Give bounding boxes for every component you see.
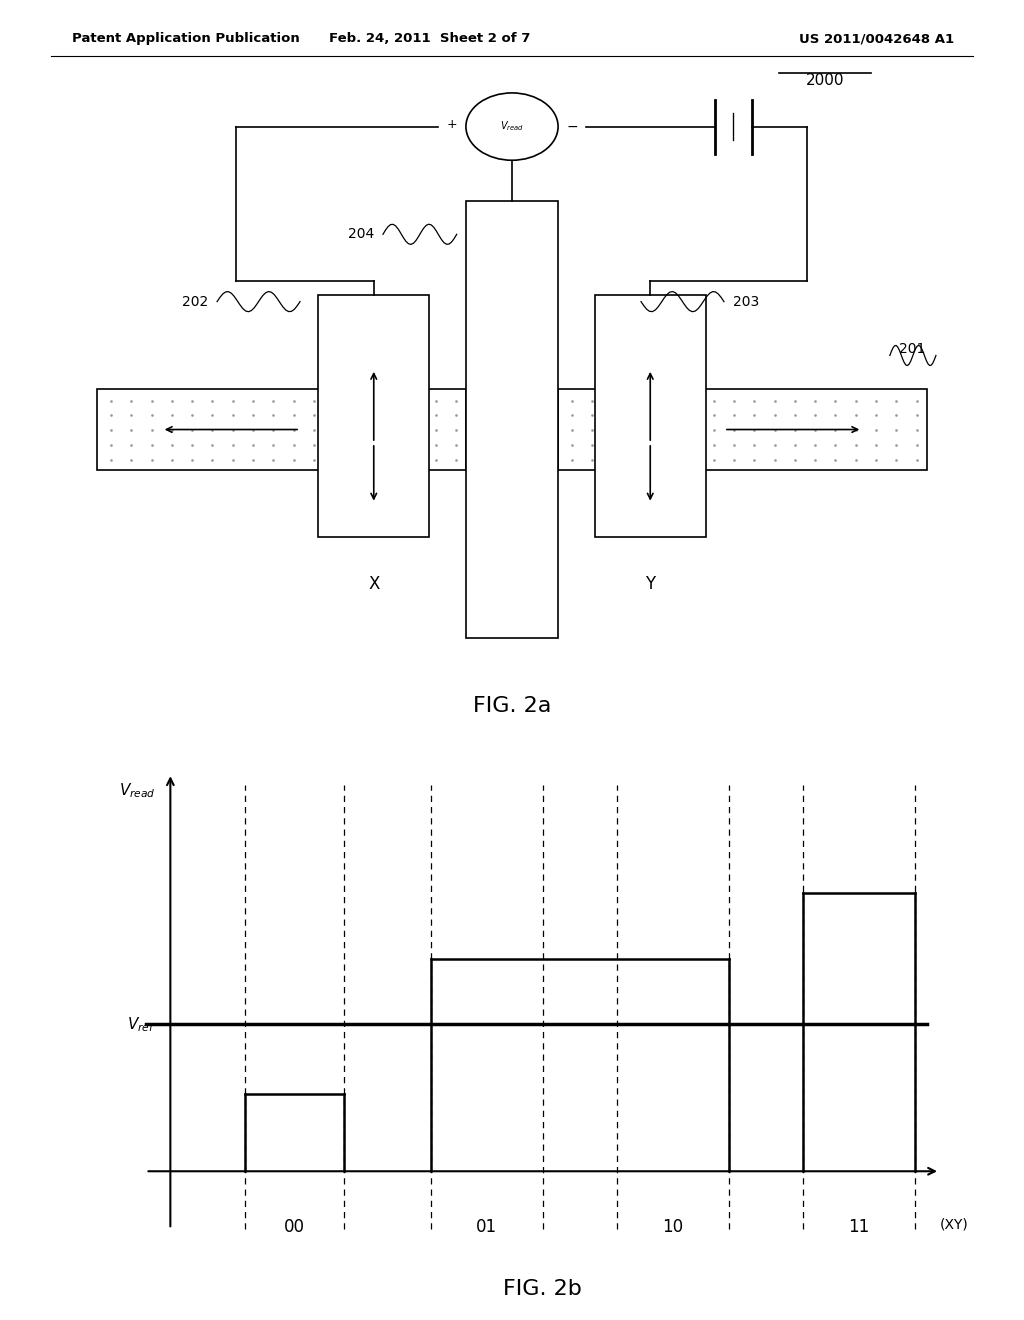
FancyBboxPatch shape — [558, 389, 927, 470]
FancyBboxPatch shape — [466, 201, 558, 639]
Text: (XY): (XY) — [940, 1217, 969, 1232]
Text: 201: 201 — [899, 342, 926, 356]
Text: $V_{ref}$: $V_{ref}$ — [127, 1015, 156, 1034]
Text: −: − — [566, 120, 578, 133]
Text: US 2011/0042648 A1: US 2011/0042648 A1 — [799, 32, 953, 45]
Text: Y: Y — [645, 576, 655, 594]
Text: Patent Application Publication: Patent Application Publication — [72, 32, 299, 45]
FancyBboxPatch shape — [318, 294, 429, 537]
Text: 203: 203 — [733, 294, 760, 309]
Text: Feb. 24, 2011  Sheet 2 of 7: Feb. 24, 2011 Sheet 2 of 7 — [330, 32, 530, 45]
Text: 202: 202 — [181, 294, 208, 309]
Text: 11: 11 — [849, 1217, 869, 1236]
Text: 2000: 2000 — [806, 73, 845, 87]
Text: +: + — [446, 117, 458, 131]
Text: $V_{read}$: $V_{read}$ — [119, 781, 156, 800]
Text: 01: 01 — [476, 1217, 498, 1236]
Text: 10: 10 — [663, 1217, 684, 1236]
Text: FIG. 2a: FIG. 2a — [473, 696, 551, 715]
Text: 00: 00 — [284, 1217, 305, 1236]
Text: 204: 204 — [347, 227, 374, 242]
Text: X: X — [368, 576, 380, 594]
Circle shape — [466, 92, 558, 160]
Text: $V_{read}$: $V_{read}$ — [500, 120, 524, 133]
Text: FIG. 2b: FIG. 2b — [503, 1279, 583, 1299]
FancyBboxPatch shape — [97, 389, 466, 470]
FancyBboxPatch shape — [595, 294, 706, 537]
